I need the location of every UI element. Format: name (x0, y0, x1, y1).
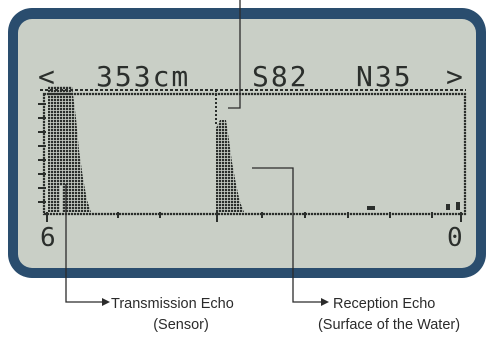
transmission-echo-pulse (48, 86, 91, 212)
noise-blips (367, 202, 460, 210)
bottom-axis-ticks (46, 212, 462, 222)
s-readout: S82 (252, 60, 309, 93)
reception-caption: Reception Echo (333, 296, 435, 312)
transmission-leader-line (65, 184, 102, 303)
right-arrow-icon: > (446, 60, 463, 93)
left-arrow-icon: < (38, 60, 55, 93)
reception-leader-line (252, 167, 321, 303)
transmission-arrow-icon (102, 298, 110, 306)
graph-frame (42, 92, 467, 216)
left-axis-ticks (38, 103, 46, 203)
range-left-label: 6 (40, 223, 56, 253)
reception-echo-pulse (216, 120, 244, 212)
transmission-caption: Transmission Echo (111, 296, 234, 312)
range-right-label: 0 (447, 223, 463, 253)
top-marker-line (228, 0, 241, 109)
reception-arrow-icon (321, 298, 329, 306)
n-readout: N35 (356, 60, 413, 93)
distance-readout: 353cm (96, 60, 190, 93)
transmission-caption-sub: (Sensor) (153, 317, 209, 333)
reception-caption-sub: (Surface of the Water) (318, 317, 460, 333)
lcd-screen (18, 19, 476, 268)
transmission-echo-gap (60, 186, 62, 212)
